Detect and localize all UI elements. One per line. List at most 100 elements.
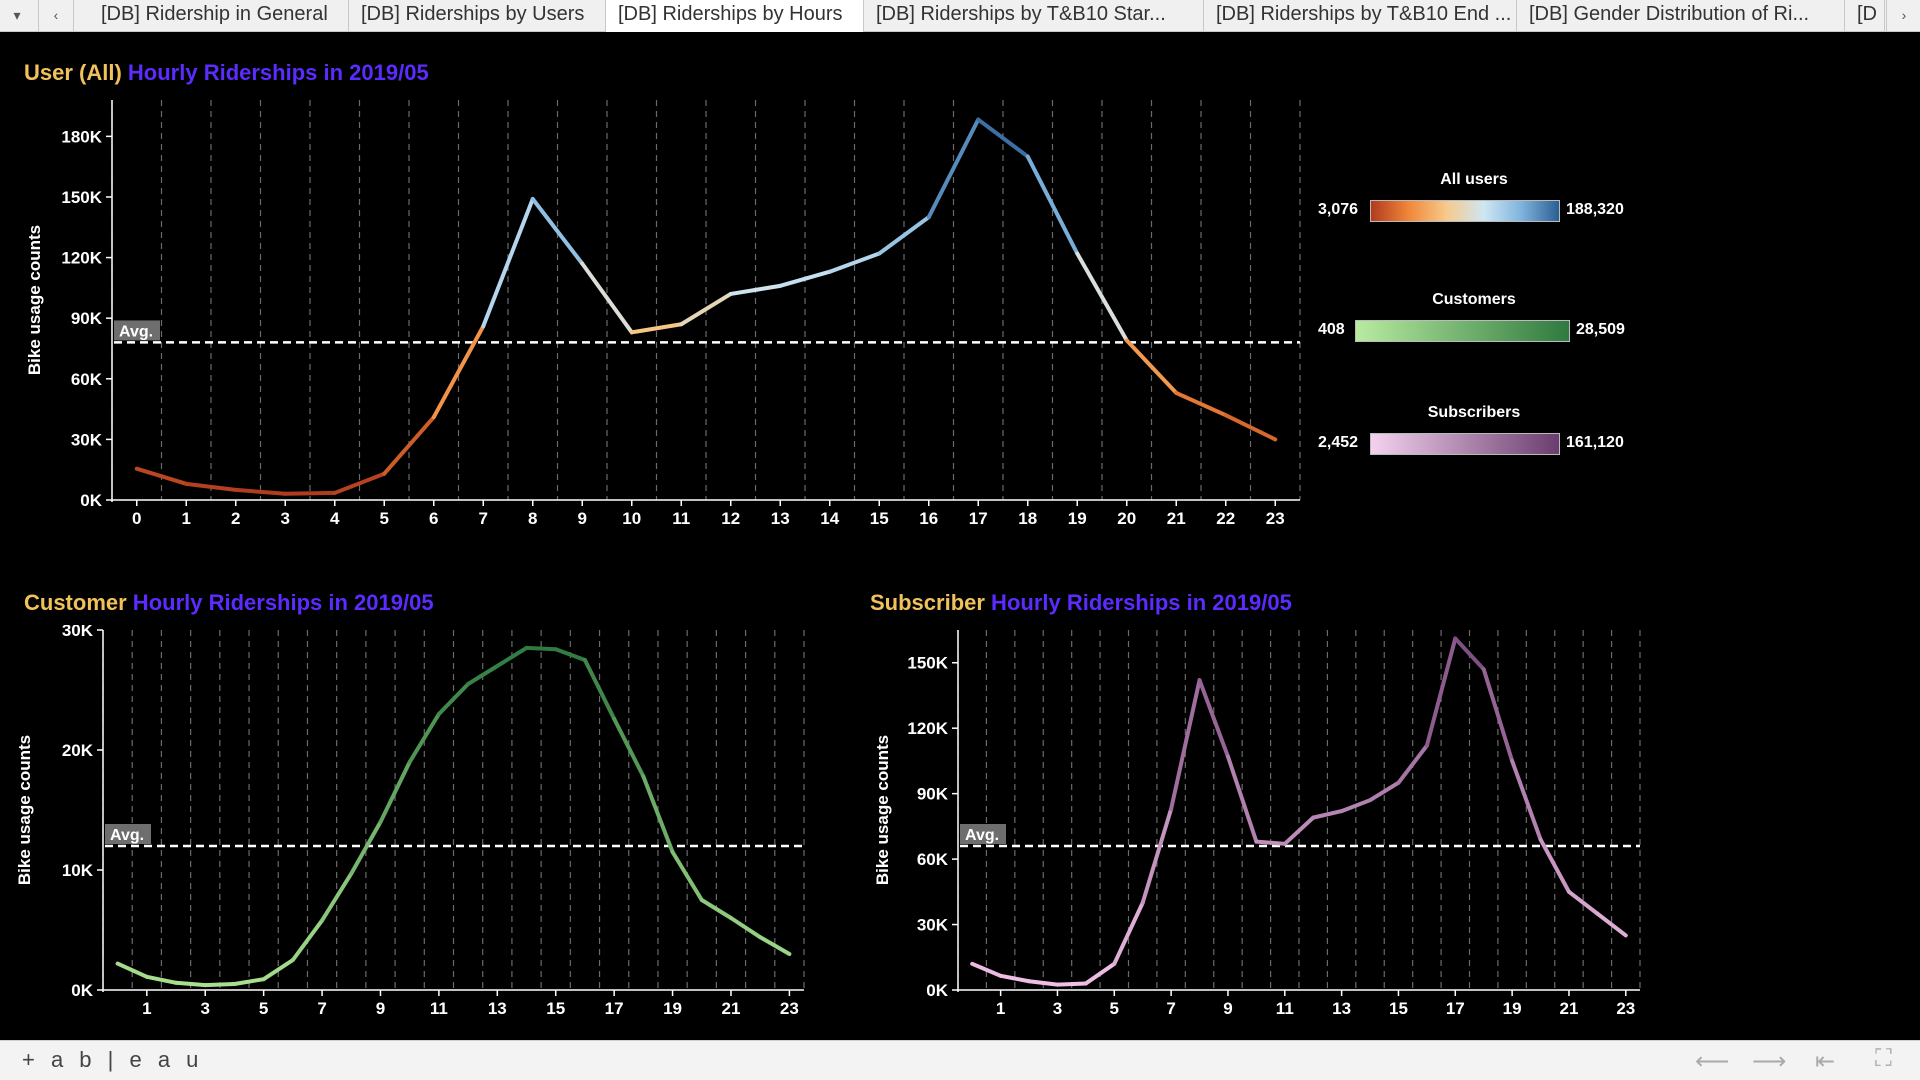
series-line-segment <box>1225 754 1259 844</box>
series-line-segment <box>553 647 587 662</box>
y-tick-label: 180K <box>61 127 102 146</box>
legend-max-customers: 28,509 <box>1576 321 1625 338</box>
series-line-segment <box>582 658 617 721</box>
y-tick-label: 0K <box>80 491 102 510</box>
series-line-segment <box>728 283 783 296</box>
tab-overflow[interactable]: [D <box>1845 0 1885 31</box>
series-line-segment <box>1282 815 1316 846</box>
series-line-segment <box>580 261 634 335</box>
series-line-segment <box>530 196 585 266</box>
y-tick-label: 150K <box>907 654 948 673</box>
series-line-segment <box>1055 981 1088 987</box>
data-point <box>332 490 338 496</box>
data-point <box>827 269 833 275</box>
x-tick-label: 20 <box>1117 509 1136 528</box>
data-point <box>1367 797 1373 803</box>
series-line-segment <box>524 645 558 652</box>
legend-min-customers: 408 <box>1318 321 1345 338</box>
x-tick-label: 12 <box>721 509 740 528</box>
series-line-segment <box>184 481 238 492</box>
tab-riderships-by-tb10-end[interactable]: [DB] Riderships by T&B10 End ... <box>1204 0 1517 31</box>
series-line-segment <box>1254 839 1287 846</box>
data-point <box>876 251 882 257</box>
data-point <box>144 974 150 980</box>
x-tick-label: 17 <box>605 999 624 1018</box>
series-line-segment <box>612 716 646 779</box>
y-tick-label: 30K <box>71 430 103 449</box>
series-line-segment <box>758 935 792 956</box>
tab-menu-chevron-down-icon[interactable]: ▾ <box>13 7 21 23</box>
series-line-segment <box>1075 251 1129 343</box>
data-point <box>377 819 383 825</box>
forward-arrow-icon[interactable]: ⟶ <box>1752 1048 1787 1075</box>
x-tick-label: 17 <box>969 509 988 528</box>
data-point <box>1339 808 1345 814</box>
series-line-segment <box>1223 413 1278 442</box>
legend-title-customers: Customers <box>1432 291 1516 308</box>
x-tick-label: 15 <box>546 999 565 1018</box>
tableau-logo[interactable]: + a b | e a u <box>22 1047 204 1072</box>
data-point <box>1173 390 1179 396</box>
data-point <box>1225 754 1231 760</box>
data-point <box>728 291 734 297</box>
back-arrow-icon[interactable]: ⟵ <box>1695 1048 1730 1075</box>
footer-toolbar: + a b | e a u ⟵ ⟶ ⇤ ⛶ <box>0 1040 1920 1080</box>
series-line-segment <box>629 322 684 335</box>
tab-riderships-by-users[interactable]: [DB] Riderships by Users <box>349 0 606 31</box>
x-tick-label: 11 <box>672 509 690 528</box>
chart-title-subscriber: Subscriber Hourly Riderships in 2019/05 <box>870 590 1292 615</box>
series-line-segment <box>679 291 733 327</box>
series-line-segment <box>976 117 1030 159</box>
average-label: Avg. <box>119 323 153 340</box>
data-point <box>678 321 684 327</box>
series-line-segment <box>1027 979 1060 987</box>
series-line-segment <box>728 916 763 940</box>
x-tick-label: 10 <box>622 509 641 528</box>
series-line-segment <box>1311 809 1344 820</box>
tab-scroll-left-icon[interactable]: ‹ <box>38 0 74 31</box>
series-line-segment <box>1396 743 1429 785</box>
data-point <box>1168 806 1174 812</box>
x-tick-label: 6 <box>429 509 438 528</box>
series-line-segment <box>290 918 325 962</box>
tab-riderships-by-tb10-start[interactable]: [DB] Riderships by T&B10 Star... <box>864 0 1204 31</box>
series-line-segment <box>1140 806 1174 905</box>
data-point <box>757 934 763 940</box>
data-point <box>494 663 500 669</box>
tab-scroll-right-icon[interactable]: › <box>1886 0 1920 31</box>
series-line-segment <box>1368 780 1401 803</box>
tab-gender-distribution[interactable]: [DB] Gender Distribution of Ri... <box>1517 0 1845 31</box>
data-point <box>1074 251 1080 257</box>
data-point <box>173 980 179 986</box>
legend-title-subscribers: Subscribers <box>1427 404 1521 421</box>
series-line-segment <box>998 973 1032 984</box>
tab-ridership-in-general[interactable]: [DB] Ridership in General <box>89 0 349 31</box>
x-tick-label: 16 <box>919 509 938 528</box>
fullscreen-icon[interactable]: ⛶ <box>1875 1045 1892 1072</box>
x-tick-label: 23 <box>1616 999 1635 1018</box>
data-point <box>202 982 208 988</box>
data-point <box>1395 780 1401 786</box>
data-point <box>261 976 267 982</box>
data-point <box>728 915 734 921</box>
x-tick-label: 9 <box>1223 999 1232 1018</box>
tab-riderships-by-hours[interactable]: [DB] Riderships by Hours <box>606 0 864 32</box>
series-line-segment <box>144 974 179 985</box>
data-point <box>233 487 239 493</box>
y-tick-label: 10K <box>62 861 94 880</box>
series-line-segment <box>407 712 441 764</box>
x-tick-label: 3 <box>1053 999 1062 1018</box>
chart-title-customer: Customer Hourly Riderships in 2019/05 <box>24 590 434 615</box>
data-point <box>1111 961 1117 967</box>
series-line-segment <box>1124 338 1179 395</box>
x-tick-label: 23 <box>1266 509 1285 528</box>
legend-scale-all-users <box>1370 200 1560 222</box>
data-point <box>407 759 413 765</box>
y-tick-label: 120K <box>907 719 948 738</box>
first-page-icon[interactable]: ⇤ <box>1815 1048 1836 1075</box>
series-line-segment <box>1566 889 1600 916</box>
data-point <box>319 917 325 923</box>
data-point <box>1026 978 1032 984</box>
x-tick-label: 15 <box>1389 999 1408 1018</box>
